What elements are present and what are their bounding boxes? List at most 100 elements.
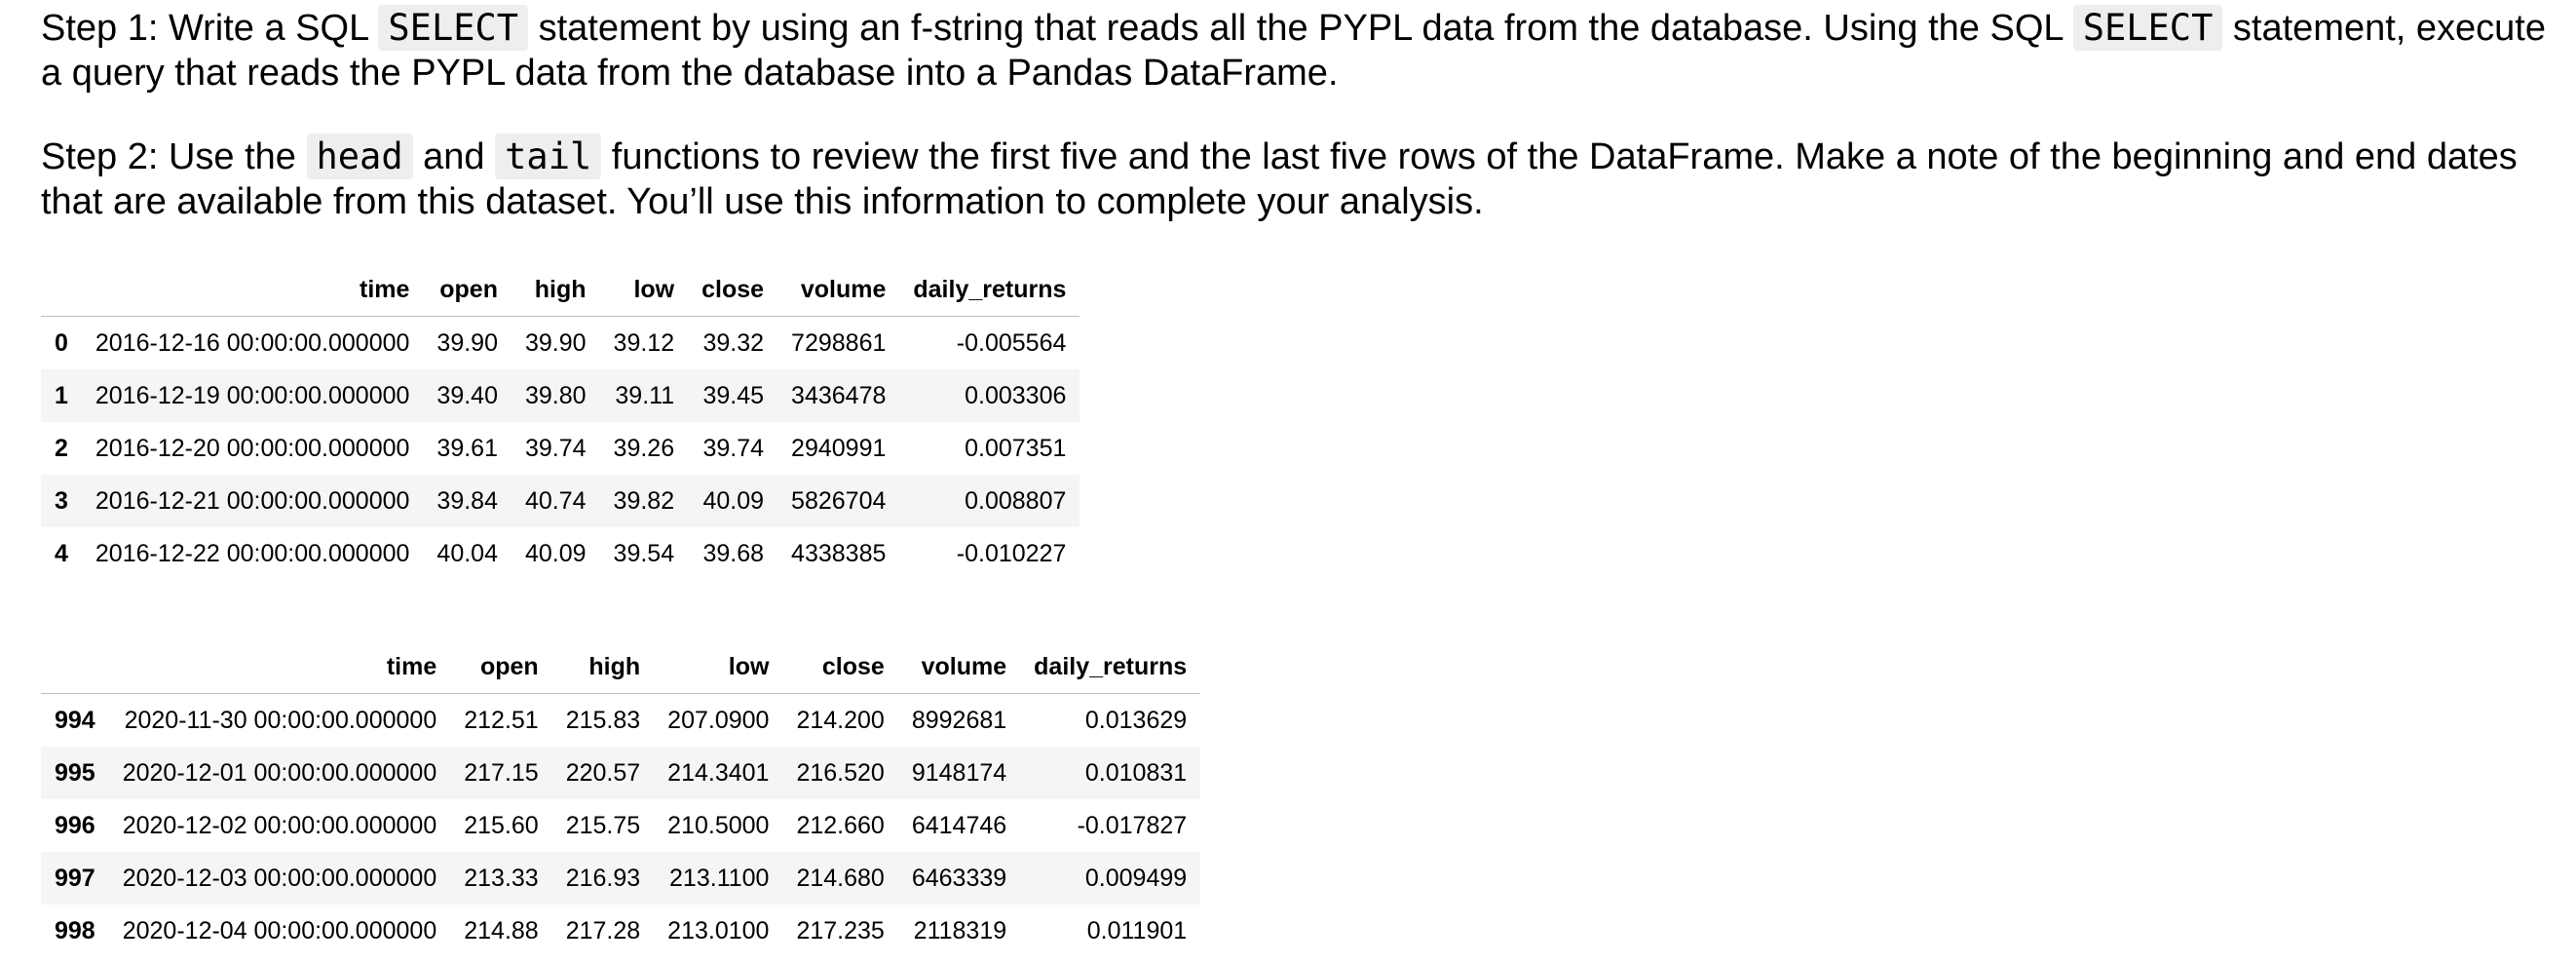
cell-time: 2020-12-02 00:00:00.000000 <box>122 811 437 839</box>
cell-high: 40.74 <box>524 486 587 515</box>
cell-high: 215.83 <box>565 706 641 734</box>
cell-open: 215.60 <box>464 811 539 839</box>
cell-open: 39.40 <box>436 381 498 409</box>
step1-code-select-2: SELECT <box>2072 5 2223 51</box>
cell-time: 2016-12-16 00:00:00.000000 <box>95 328 410 357</box>
cell-volume: 2940991 <box>791 434 887 462</box>
cell-daily_returns: -0.005564 <box>956 328 1067 357</box>
cell-low: 39.11 <box>615 381 675 409</box>
step1-text-part3: statement, execute a query that reads th… <box>41 8 2546 94</box>
cell-high: 220.57 <box>565 758 641 787</box>
cell-low: 213.1100 <box>669 864 770 892</box>
cell-close: 40.09 <box>702 486 765 515</box>
step2-instruction: Step 2: Use the head and tail functions … <box>41 134 2564 224</box>
cell-high: 40.09 <box>524 539 587 567</box>
cell-daily_returns: 0.010831 <box>1084 758 1188 787</box>
cell-volume: 4338385 <box>791 539 887 567</box>
cell-high: 216.93 <box>565 864 641 892</box>
cell-daily_returns: -0.010227 <box>956 539 1067 567</box>
cell-close: 39.68 <box>702 539 765 567</box>
tail-dataframe-table: time open high low close volume daily_returns … <box>41 640 1201 957</box>
cell-volume: 2118319 <box>913 916 1007 944</box>
cell-low: 39.26 <box>613 434 675 462</box>
cell-volume: 5826704 <box>791 486 887 515</box>
cell-close: 216.520 <box>796 758 885 787</box>
cell-low: 39.82 <box>613 486 675 515</box>
table-row: 996 2020-12-02 00:00:00.000000 215.60 215.7… <box>41 799 1201 852</box>
table-header-row: time open high low close volume daily_returns <box>41 263 1080 317</box>
cell-high: 39.80 <box>524 381 587 409</box>
cell-open: 213.33 <box>464 864 539 892</box>
cell-open: 39.84 <box>436 486 498 515</box>
cell-time: 2020-12-01 00:00:00.000000 <box>122 758 437 787</box>
cell-daily_returns: 0.009499 <box>1084 864 1188 892</box>
table-row: 0 2016-12-16 00:00:00.000000 39.90 39.90 39.… <box>41 316 1080 369</box>
index-header <box>41 640 109 694</box>
step2-text-part2: and <box>412 136 496 177</box>
cell-time: 2016-12-21 00:00:00.000000 <box>95 486 410 515</box>
table-row: 997 2020-12-03 00:00:00.000000 213.33 216.9… <box>41 852 1201 905</box>
table-row: 995 2020-12-01 00:00:00.000000 217.15 220.5… <box>41 747 1201 799</box>
column-header-daily_returns: daily_returns <box>899 263 1080 317</box>
cell-daily_returns: 0.011901 <box>1086 916 1188 944</box>
cell-low: 207.0900 <box>667 706 770 734</box>
cell-low: 214.3401 <box>667 758 770 787</box>
step1-instruction: Step 1: Write a SQL SELECT statement by … <box>41 5 2564 96</box>
step1-text-part1: Step 1: Write a SQL <box>41 8 379 49</box>
row-index: 995 <box>55 758 95 787</box>
cell-high: 39.74 <box>524 434 587 462</box>
table-row: 2 2016-12-20 00:00:00.000000 39.61 39.74 39.… <box>41 422 1080 475</box>
row-index: 0 <box>55 328 68 357</box>
step2-text-part3: functions to review the first five and t… <box>41 136 2518 222</box>
cell-close: 39.74 <box>702 434 765 462</box>
row-index: 2 <box>55 434 68 462</box>
step1-code-select-1: SELECT <box>378 5 529 51</box>
table-header-row: time open high low close volume daily_returns <box>41 640 1201 694</box>
cell-open: 39.90 <box>436 328 498 357</box>
cell-close: 217.235 <box>796 916 885 944</box>
table-row: 994 2020-11-30 00:00:00.000000 212.51 215.8… <box>41 693 1201 747</box>
column-header-close: close <box>688 263 778 317</box>
cell-daily_returns: -0.017827 <box>1077 811 1188 839</box>
row-index: 998 <box>55 916 95 944</box>
index-header <box>41 263 82 317</box>
cell-close: 214.680 <box>796 864 885 892</box>
notebook-output: Step 1: Write a SQL SELECT statement by … <box>41 0 2564 957</box>
cell-volume: 7298861 <box>791 328 887 357</box>
cell-close: 214.200 <box>796 706 885 734</box>
cell-open: 212.51 <box>464 706 539 734</box>
step2-text-part1: Step 2: Use the <box>41 136 307 177</box>
step2-code-head: head <box>306 134 413 179</box>
cell-low: 39.54 <box>613 539 675 567</box>
cell-low: 39.12 <box>613 328 675 357</box>
cell-time: 2016-12-22 00:00:00.000000 <box>95 539 410 567</box>
table-row: 998 2020-12-04 00:00:00.000000 214.88 217.2… <box>41 905 1201 957</box>
cell-open: 214.88 <box>464 916 539 944</box>
cell-close: 39.32 <box>702 328 765 357</box>
step2-code-tail: tail <box>495 134 602 179</box>
table-row: 4 2016-12-22 00:00:00.000000 40.04 40.09 39.… <box>41 527 1080 580</box>
column-header-daily_returns: daily_returns <box>1020 640 1201 694</box>
step1-text-part2: statement by using an f-string that read… <box>528 8 2073 49</box>
cell-open: 217.15 <box>464 758 539 787</box>
row-index: 994 <box>55 706 95 734</box>
row-index: 997 <box>55 864 95 892</box>
cell-daily_returns: 0.008807 <box>965 486 1067 515</box>
cell-volume: 8992681 <box>911 706 1007 734</box>
head-dataframe-table: time open high low close volume daily_returns … <box>41 263 1080 580</box>
column-header-low: low <box>654 640 783 694</box>
cell-time: 2016-12-20 00:00:00.000000 <box>95 434 410 462</box>
row-index: 4 <box>55 539 68 567</box>
cell-high: 215.75 <box>565 811 641 839</box>
table-row: 1 2016-12-19 00:00:00.000000 39.40 39.80 39.… <box>41 369 1080 422</box>
cell-time: 2016-12-19 00:00:00.000000 <box>95 381 410 409</box>
cell-daily_returns: 0.007351 <box>965 434 1067 462</box>
table-row: 3 2016-12-21 00:00:00.000000 39.84 40.74 39.… <box>41 475 1080 527</box>
column-header-time: time <box>108 640 451 694</box>
cell-high: 39.90 <box>524 328 587 357</box>
cell-time: 2020-12-03 00:00:00.000000 <box>122 864 437 892</box>
cell-low: 213.0100 <box>667 916 770 944</box>
column-header-volume: volume <box>777 263 900 317</box>
column-header-high: high <box>511 263 600 317</box>
cell-high: 217.28 <box>565 916 641 944</box>
